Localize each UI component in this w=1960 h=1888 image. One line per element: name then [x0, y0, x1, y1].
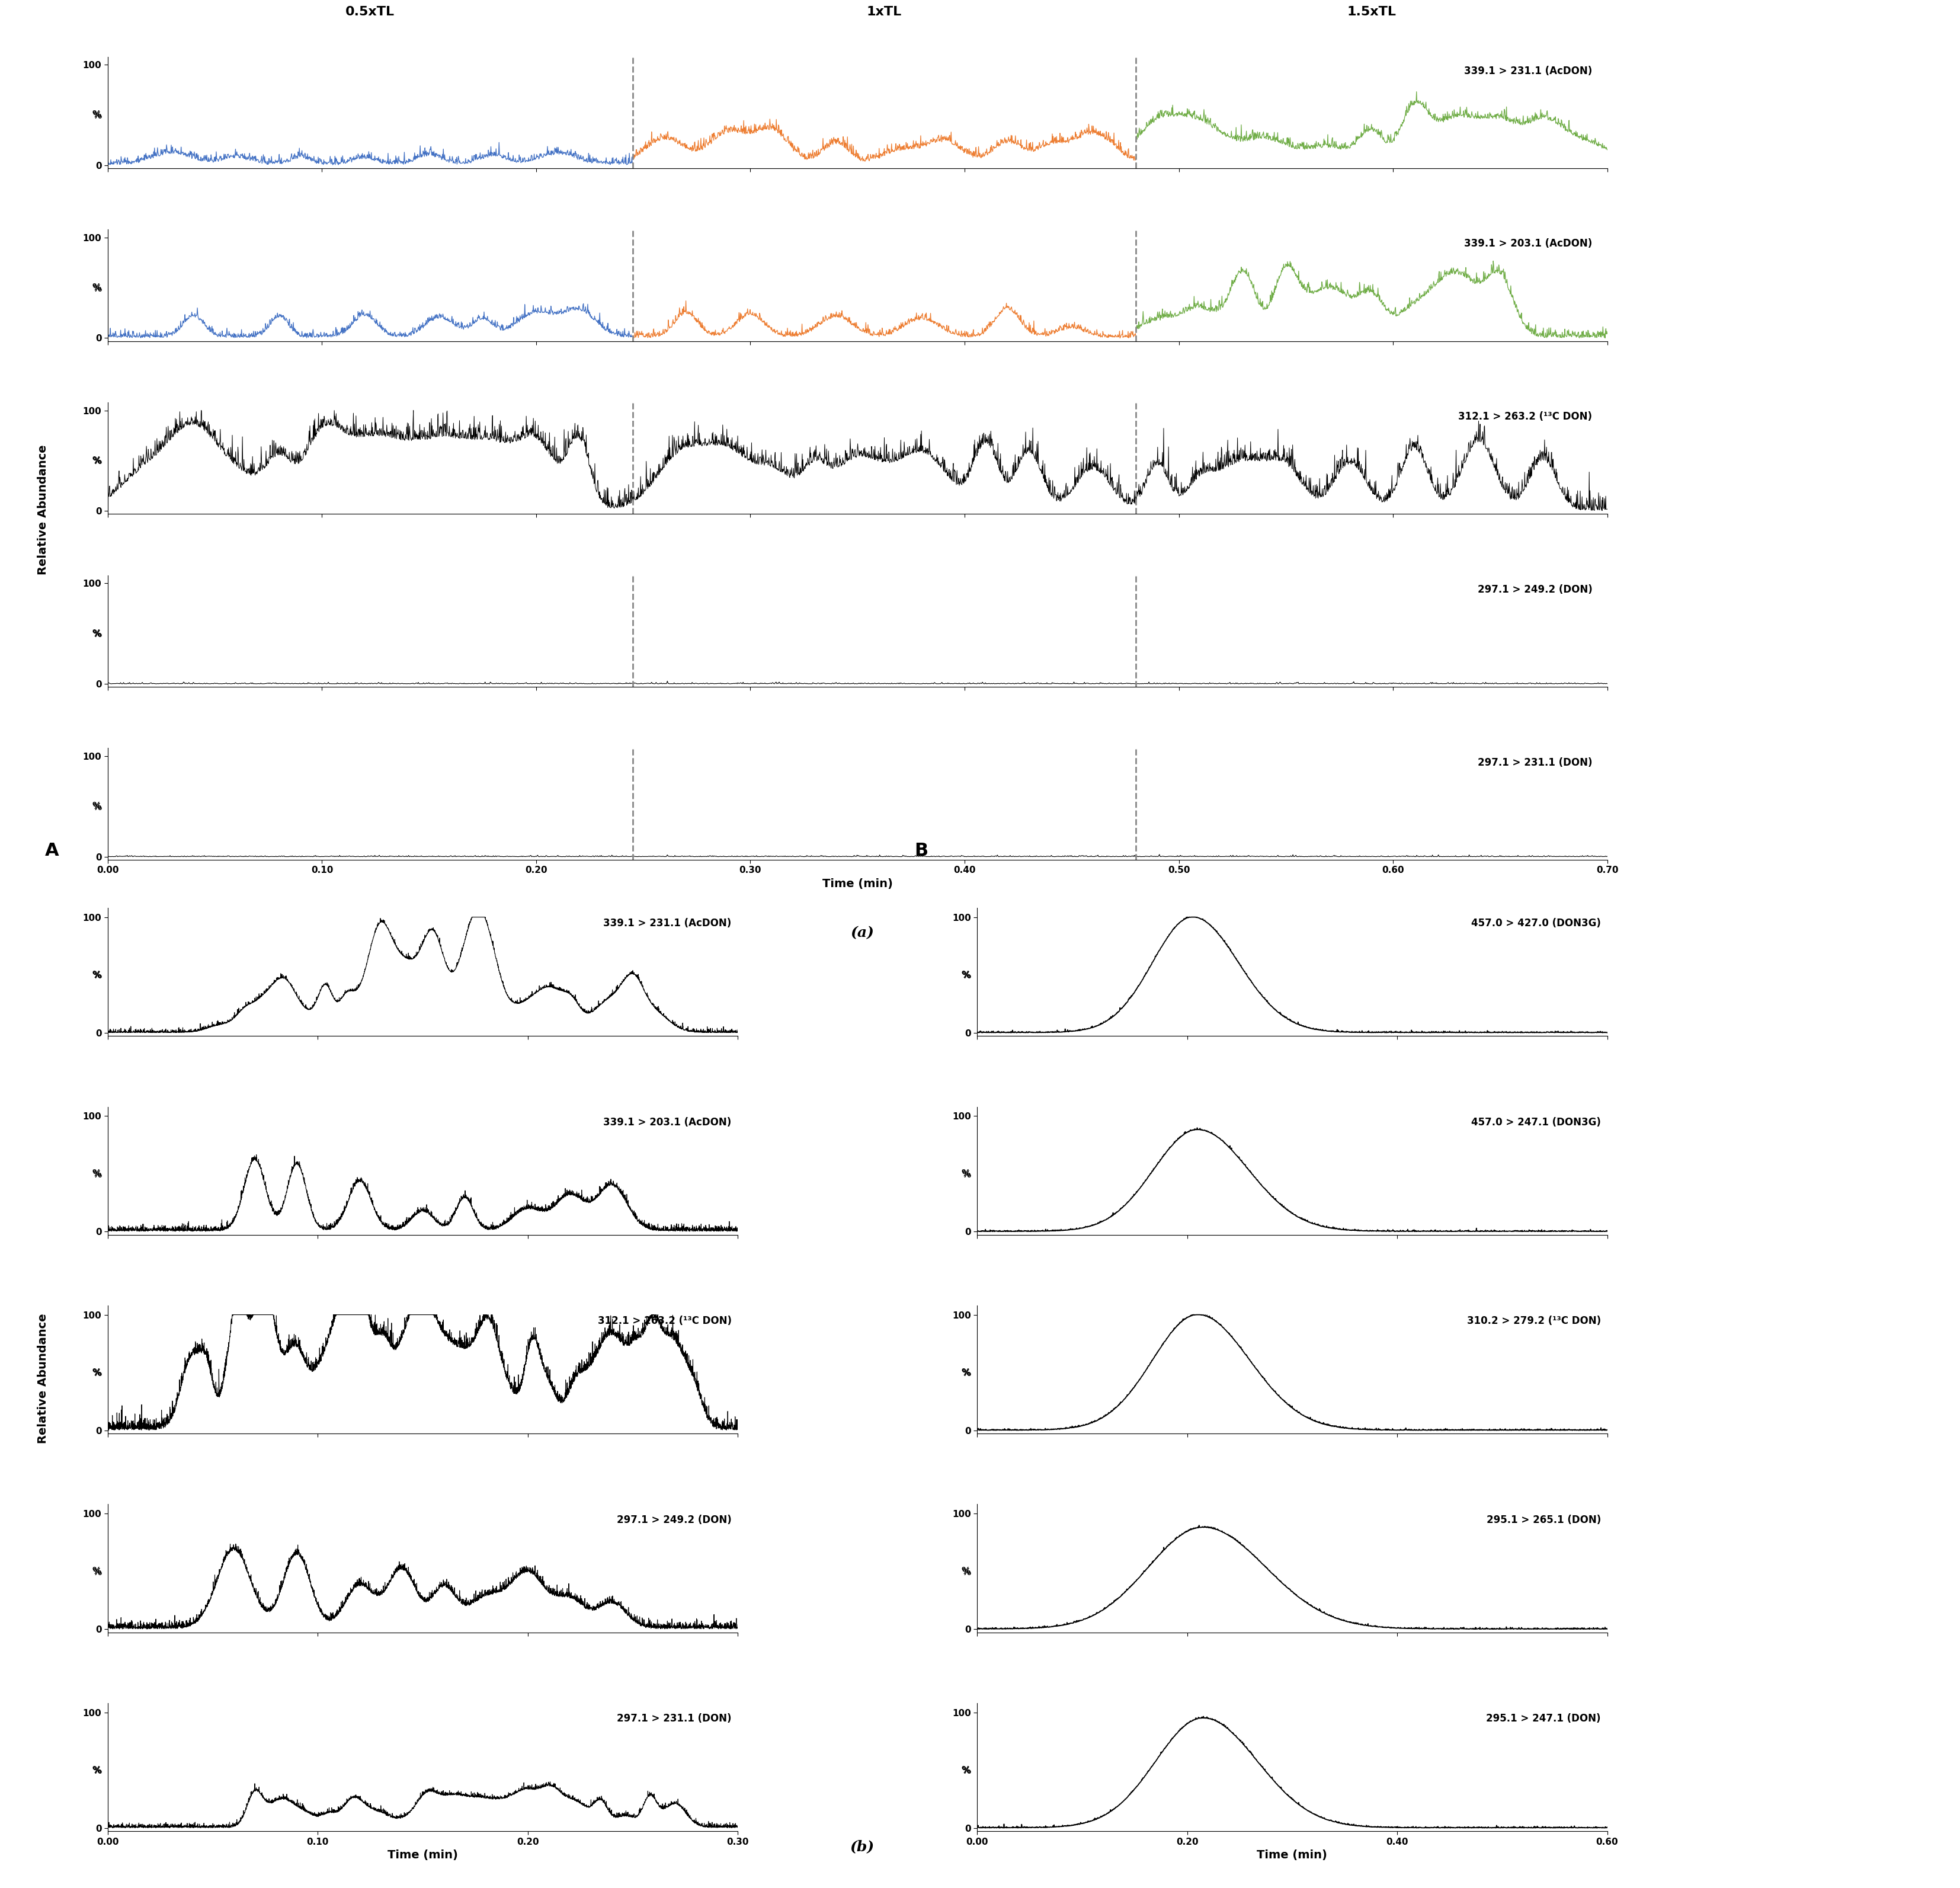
Text: %: %	[92, 629, 102, 638]
Text: 297.1 > 231.1 (DON): 297.1 > 231.1 (DON)	[1478, 757, 1592, 768]
Text: 1xTL: 1xTL	[866, 6, 902, 17]
Text: 297.1 > 249.2 (DON): 297.1 > 249.2 (DON)	[1478, 583, 1592, 595]
Text: %: %	[92, 111, 102, 119]
Text: (b): (b)	[851, 1839, 874, 1854]
Text: %: %	[92, 802, 102, 810]
Text: Relative Abundance: Relative Abundance	[37, 446, 49, 574]
Text: (a): (a)	[851, 925, 874, 940]
Text: 312.1 > 263.2 (¹³C DON): 312.1 > 263.2 (¹³C DON)	[1458, 412, 1592, 423]
Text: 310.2 > 279.2 (¹³C DON): 310.2 > 279.2 (¹³C DON)	[1466, 1316, 1601, 1327]
Text: 297.1 > 231.1 (DON): 297.1 > 231.1 (DON)	[617, 1712, 731, 1724]
Text: 1.5xTL: 1.5xTL	[1347, 6, 1396, 17]
Text: %: %	[92, 283, 102, 293]
Text: %: %	[92, 1765, 102, 1775]
Text: 457.0 > 247.1 (DON3G): 457.0 > 247.1 (DON3G)	[1472, 1118, 1601, 1127]
Text: A: A	[45, 842, 59, 859]
Text: 339.1 > 203.1 (AcDON): 339.1 > 203.1 (AcDON)	[604, 1118, 731, 1127]
Text: 297.1 > 249.2 (DON): 297.1 > 249.2 (DON)	[617, 1514, 731, 1526]
Text: %: %	[962, 1567, 970, 1576]
Text: 339.1 > 203.1 (AcDON): 339.1 > 203.1 (AcDON)	[1464, 238, 1592, 249]
Text: 295.1 > 265.1 (DON): 295.1 > 265.1 (DON)	[1486, 1514, 1601, 1526]
Text: Relative Abundance: Relative Abundance	[37, 1314, 49, 1442]
Text: 339.1 > 231.1 (AcDON): 339.1 > 231.1 (AcDON)	[1464, 66, 1592, 76]
Text: %: %	[962, 970, 970, 980]
Text: 312.1 > 263.2 (¹³C DON): 312.1 > 263.2 (¹³C DON)	[598, 1316, 731, 1327]
X-axis label: Time (min): Time (min)	[388, 1850, 459, 1862]
Text: 295.1 > 247.1 (DON): 295.1 > 247.1 (DON)	[1486, 1712, 1601, 1724]
X-axis label: Time (min): Time (min)	[1256, 1850, 1327, 1862]
Text: %: %	[92, 970, 102, 980]
Text: %: %	[92, 1169, 102, 1178]
Text: 0.5xTL: 0.5xTL	[345, 6, 394, 17]
Text: %: %	[962, 1765, 970, 1775]
Text: B: B	[913, 842, 927, 859]
Text: %: %	[962, 1369, 970, 1376]
Text: 339.1 > 231.1 (AcDON): 339.1 > 231.1 (AcDON)	[604, 918, 731, 929]
X-axis label: Time (min): Time (min)	[823, 878, 892, 889]
Text: %: %	[92, 1369, 102, 1376]
Text: 457.0 > 427.0 (DON3G): 457.0 > 427.0 (DON3G)	[1472, 918, 1601, 929]
Text: %: %	[92, 1567, 102, 1576]
Text: %: %	[92, 457, 102, 464]
Text: %: %	[962, 1169, 970, 1178]
